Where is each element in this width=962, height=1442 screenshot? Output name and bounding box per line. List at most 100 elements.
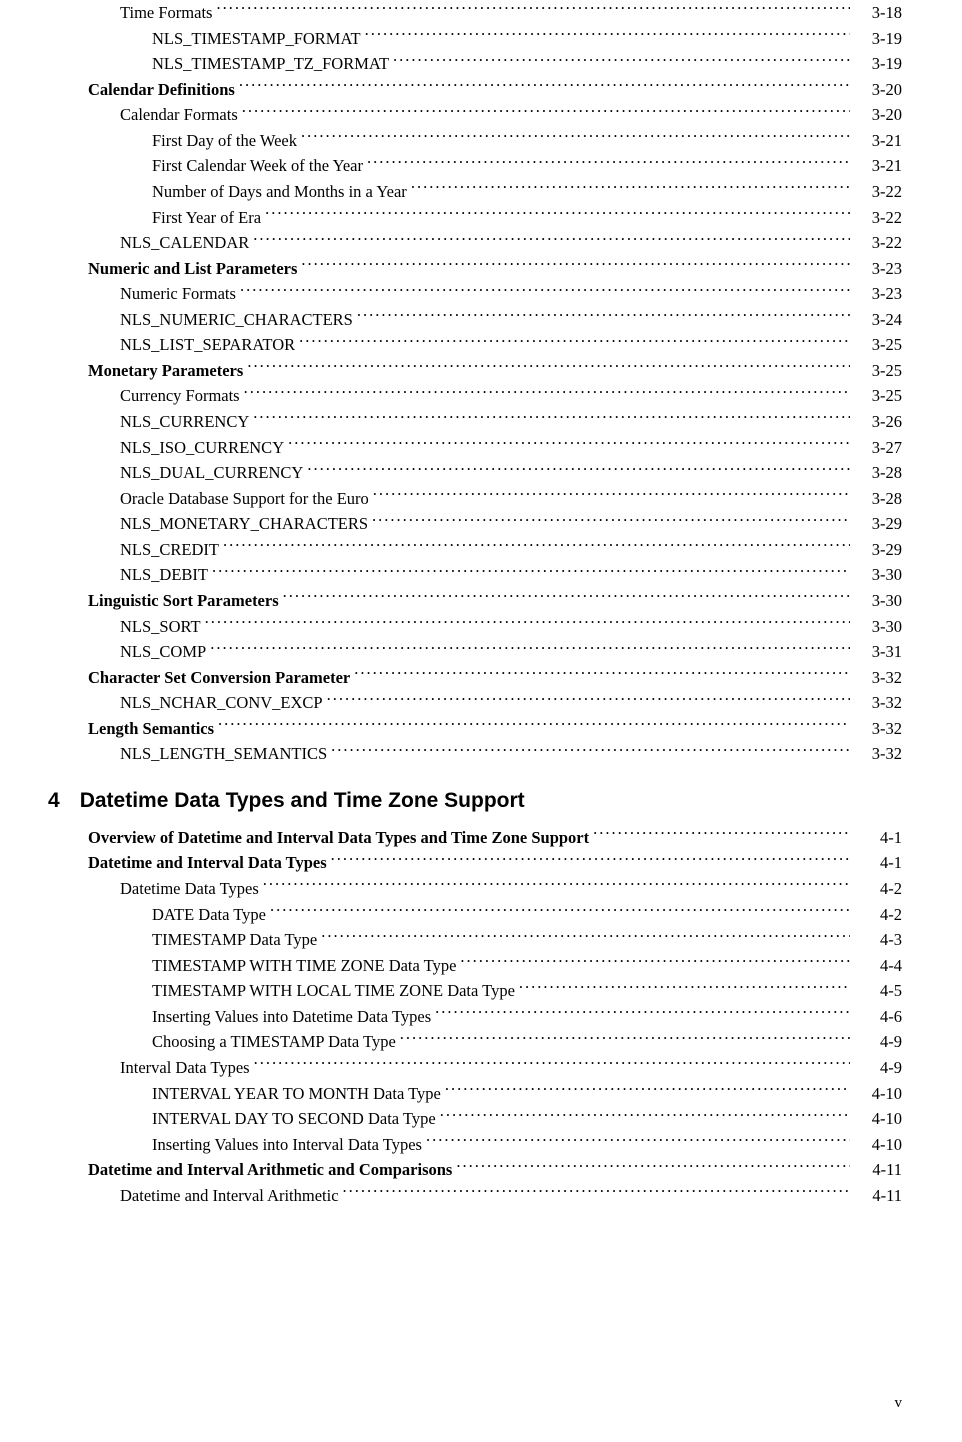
- toc-entry[interactable]: INTERVAL YEAR TO MONTH Data Type4-10: [40, 1081, 902, 1107]
- toc-page: 4-10: [854, 1106, 902, 1132]
- toc-leader: [435, 1005, 850, 1022]
- toc-page: 3-25: [854, 358, 902, 384]
- toc-leader: [212, 564, 850, 581]
- toc-label: Calendar Formats: [120, 102, 238, 128]
- toc-page: 3-28: [854, 460, 902, 486]
- toc-page: 3-29: [854, 537, 902, 563]
- toc-entry[interactable]: Numeric Formats3-23: [40, 281, 902, 307]
- toc-entry[interactable]: Interval Data Types4-9: [40, 1055, 902, 1081]
- toc-page: 3-32: [854, 741, 902, 767]
- toc-entry[interactable]: TIMESTAMP Data Type4-3: [40, 927, 902, 953]
- toc-page: 3-30: [854, 614, 902, 640]
- toc-entry[interactable]: NLS_CALENDAR3-22: [40, 230, 902, 256]
- toc-label: Choosing a TIMESTAMP Data Type: [152, 1029, 396, 1055]
- toc-leader: [263, 878, 850, 895]
- toc-entry[interactable]: First Day of the Week3-21: [40, 128, 902, 154]
- toc-entry[interactable]: Datetime and Interval Arithmetic 4-11: [40, 1183, 902, 1209]
- toc-entry[interactable]: NLS_TIMESTAMP_FORMAT3-19: [40, 26, 902, 52]
- toc-leader: [254, 1056, 850, 1073]
- toc-page: 4-10: [854, 1132, 902, 1158]
- toc-entry[interactable]: Oracle Database Support for the Euro3-28: [40, 486, 902, 512]
- toc-leader: [393, 53, 850, 70]
- toc-leader: [372, 513, 850, 530]
- toc-entry[interactable]: NLS_NCHAR_CONV_EXCP3-32: [40, 690, 902, 716]
- toc-page: 4-4: [854, 953, 902, 979]
- toc-label: INTERVAL DAY TO SECOND Data Type: [152, 1106, 436, 1132]
- toc-page: 3-26: [854, 409, 902, 435]
- toc-page: 3-22: [854, 205, 902, 231]
- toc-entry[interactable]: Monetary Parameters3-25: [40, 358, 902, 384]
- toc-entry[interactable]: Datetime and Interval Arithmetic and Com…: [40, 1157, 902, 1183]
- toc-entry[interactable]: NLS_COMP 3-31: [40, 639, 902, 665]
- toc-leader: [307, 462, 850, 479]
- toc-entry[interactable]: Datetime and Interval Data Types4-1: [40, 850, 902, 876]
- toc-page: 3-25: [854, 332, 902, 358]
- toc-leader: [247, 359, 850, 376]
- toc-entry[interactable]: NLS_MONETARY_CHARACTERS3-29: [40, 511, 902, 537]
- toc-entry[interactable]: NLS_DUAL_CURRENCY3-28: [40, 460, 902, 486]
- toc-leader: [343, 1184, 850, 1201]
- toc-page: 4-6: [854, 1004, 902, 1030]
- toc-entry[interactable]: Inserting Values into Interval Data Type…: [40, 1132, 902, 1158]
- toc-entry[interactable]: NLS_LIST_SEPARATOR3-25: [40, 332, 902, 358]
- toc-entry[interactable]: Inserting Values into Datetime Data Type…: [40, 1004, 902, 1030]
- toc-entry[interactable]: First Calendar Week of the Year3-21: [40, 153, 902, 179]
- toc-entry[interactable]: NLS_SORT 3-30: [40, 614, 902, 640]
- toc-leader: [426, 1133, 850, 1150]
- toc-leader: [265, 206, 850, 223]
- toc-page: 4-9: [854, 1029, 902, 1055]
- toc-label: TIMESTAMP Data Type: [152, 927, 317, 953]
- toc-page: 4-11: [854, 1183, 902, 1209]
- toc-entry[interactable]: INTERVAL DAY TO SECOND Data Type 4-10: [40, 1106, 902, 1132]
- toc-page: 3-31: [854, 639, 902, 665]
- toc-label: NLS_NCHAR_CONV_EXCP: [120, 690, 323, 716]
- toc-entry[interactable]: Calendar Formats3-20: [40, 102, 902, 128]
- toc-label: NLS_TIMESTAMP_FORMAT: [152, 26, 361, 52]
- toc-leader: [253, 232, 850, 249]
- toc-label: Number of Days and Months in a Year: [152, 179, 407, 205]
- toc-page: 3-25: [854, 383, 902, 409]
- toc-label: NLS_LENGTH_SEMANTICS: [120, 741, 327, 767]
- toc-page: 3-30: [854, 588, 902, 614]
- toc-entry[interactable]: Overview of Datetime and Interval Data T…: [40, 825, 902, 851]
- toc-label: Datetime and Interval Arithmetic: [120, 1183, 339, 1209]
- toc-page: 3-28: [854, 486, 902, 512]
- toc-entry[interactable]: Length Semantics3-32: [40, 716, 902, 742]
- toc-label: First Day of the Week: [152, 128, 297, 154]
- toc-entry[interactable]: NLS_NUMERIC_CHARACTERS3-24: [40, 307, 902, 333]
- toc-leader: [288, 436, 850, 453]
- toc-label: NLS_ISO_CURRENCY: [120, 435, 284, 461]
- toc-entry[interactable]: First Year of Era3-22: [40, 205, 902, 231]
- toc-entry[interactable]: Calendar Definitions3-20: [40, 77, 902, 103]
- toc-label: Currency Formats: [120, 383, 240, 409]
- toc-entry[interactable]: NLS_ISO_CURRENCY3-27: [40, 435, 902, 461]
- toc-entry[interactable]: Datetime Data Types4-2: [40, 876, 902, 902]
- toc-block-chapter-4: Overview of Datetime and Interval Data T…: [40, 825, 902, 1208]
- toc-entry[interactable]: Numeric and List Parameters3-23: [40, 256, 902, 282]
- toc-label: NLS_SORT: [120, 614, 201, 640]
- toc-entry[interactable]: TIMESTAMP WITH LOCAL TIME ZONE Data Type…: [40, 978, 902, 1004]
- toc-leader: [357, 308, 850, 325]
- toc-entry[interactable]: NLS_LENGTH_SEMANTICS 3-32: [40, 741, 902, 767]
- toc-label: NLS_COMP: [120, 639, 206, 665]
- toc-page: 4-2: [854, 902, 902, 928]
- toc-entry[interactable]: Number of Days and Months in a Year3-22: [40, 179, 902, 205]
- toc-leader: [456, 1159, 850, 1176]
- toc-entry[interactable]: TIMESTAMP WITH TIME ZONE Data Type4-4: [40, 953, 902, 979]
- toc-page: 3-22: [854, 230, 902, 256]
- toc-entry[interactable]: Character Set Conversion Parameter3-32: [40, 665, 902, 691]
- toc-entry[interactable]: NLS_DEBIT3-30: [40, 562, 902, 588]
- toc-entry[interactable]: Linguistic Sort Parameters3-30: [40, 588, 902, 614]
- chapter-heading: 4 Datetime Data Types and Time Zone Supp…: [40, 789, 902, 813]
- toc-entry[interactable]: NLS_TIMESTAMP_TZ_FORMAT3-19: [40, 51, 902, 77]
- toc-label: NLS_NUMERIC_CHARACTERS: [120, 307, 353, 333]
- toc-entry[interactable]: NLS_CURRENCY 3-26: [40, 409, 902, 435]
- toc-entry[interactable]: Choosing a TIMESTAMP Data Type 4-9: [40, 1029, 902, 1055]
- toc-label: NLS_CURRENCY: [120, 409, 249, 435]
- toc-entry[interactable]: Time Formats3-18: [40, 0, 902, 26]
- toc-entry[interactable]: DATE Data Type4-2: [40, 902, 902, 928]
- toc-entry[interactable]: NLS_CREDIT3-29: [40, 537, 902, 563]
- toc-entry[interactable]: Currency Formats 3-25: [40, 383, 902, 409]
- toc-label: INTERVAL YEAR TO MONTH Data Type: [152, 1081, 441, 1107]
- toc-page: 3-32: [854, 665, 902, 691]
